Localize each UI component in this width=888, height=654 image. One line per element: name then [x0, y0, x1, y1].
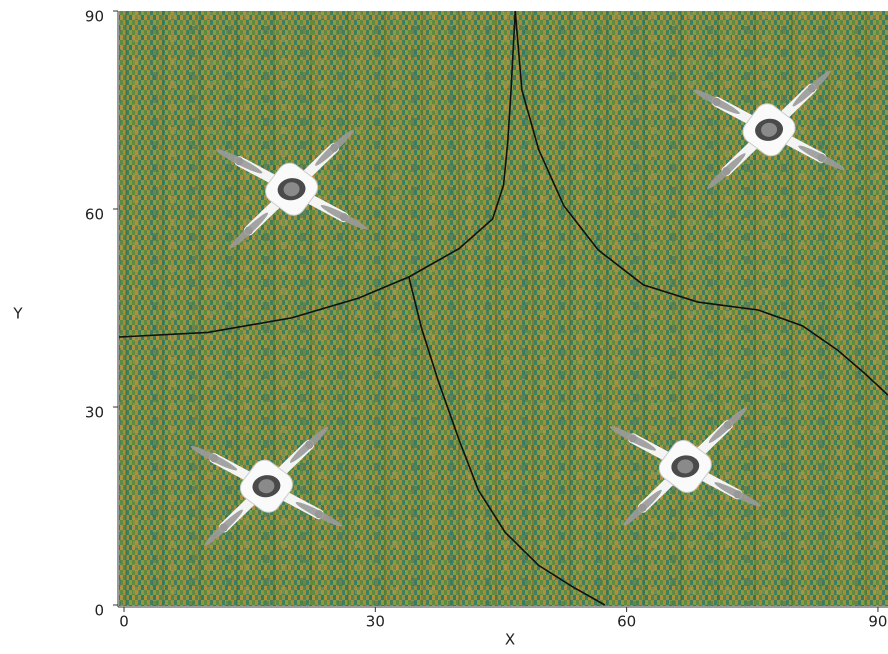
x-tick-label: 60 [617, 613, 636, 631]
chart: X Y 0 30 60 90 0 30 60 90 [0, 0, 888, 650]
x-tick-label: 0 [119, 613, 129, 631]
y-tick-label: 30 [85, 404, 104, 422]
x-tick-label: 90 [868, 613, 887, 631]
page: X Y 03060900306090 (() => { const data =… [0, 0, 888, 650]
y-tick-label: 0 [94, 602, 104, 620]
x-axis-label: X [505, 631, 515, 649]
y-tick-label: 90 [85, 8, 104, 26]
y-tick-label: 60 [85, 206, 104, 224]
y-axis-label: Y [12, 305, 23, 323]
x-tick-label: 30 [366, 613, 385, 631]
